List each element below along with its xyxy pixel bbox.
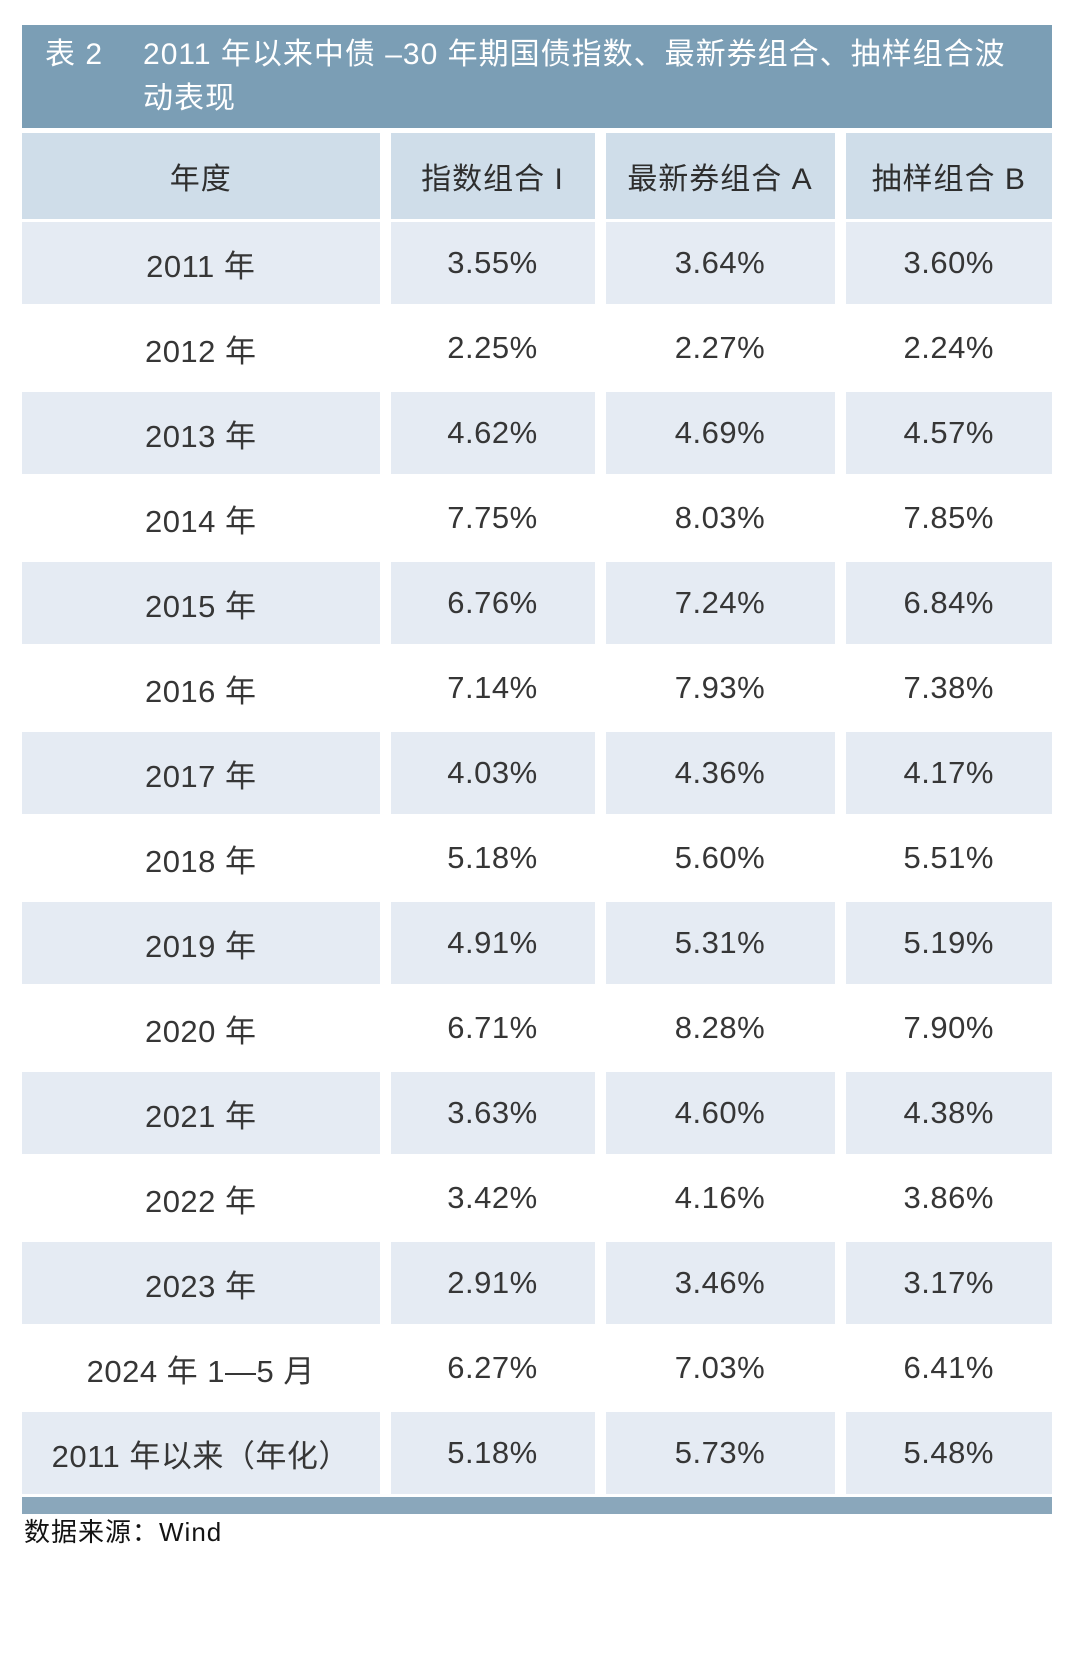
row-value: 8.03% bbox=[594, 474, 840, 561]
row-value: 7.03% bbox=[594, 1324, 840, 1411]
table-row: 2022 年 3.42% 4.16% 3.86% bbox=[22, 1154, 1052, 1241]
row-value: 3.46% bbox=[594, 1239, 840, 1326]
row-value: 7.24% bbox=[594, 559, 840, 646]
row-value: 3.55% bbox=[379, 219, 600, 306]
table-row: 2018 年 5.18% 5.60% 5.51% bbox=[22, 814, 1052, 901]
header-row: 年度 指数组合 I 最新券组合 A 抽样组合 B bbox=[22, 133, 1052, 221]
row-value: 2.24% bbox=[834, 304, 1052, 391]
table-header: 年度 指数组合 I 最新券组合 A 抽样组合 B bbox=[22, 133, 1052, 221]
row-value: 4.57% bbox=[834, 389, 1052, 476]
row-value: 4.62% bbox=[379, 389, 600, 476]
row-value: 7.90% bbox=[834, 984, 1052, 1071]
column-header-newest-bond-portfolio: 最新券组合 A bbox=[594, 133, 840, 221]
row-value: 5.31% bbox=[594, 899, 840, 986]
row-period: 2020 年 bbox=[22, 984, 385, 1071]
row-value: 6.84% bbox=[834, 559, 1052, 646]
column-header-index-portfolio: 指数组合 I bbox=[379, 133, 600, 221]
row-value: 6.71% bbox=[379, 984, 600, 1071]
row-value: 7.93% bbox=[594, 644, 840, 731]
row-period: 2021 年 bbox=[22, 1069, 385, 1156]
row-period: 2017 年 bbox=[22, 729, 385, 816]
table-bottom-bar bbox=[22, 1497, 1052, 1514]
row-period: 2019 年 bbox=[22, 899, 385, 986]
row-period: 2023 年 bbox=[22, 1239, 385, 1326]
row-value: 5.60% bbox=[594, 814, 840, 901]
row-value: 2.25% bbox=[379, 304, 600, 391]
row-value: 2.91% bbox=[379, 1239, 600, 1326]
row-value: 5.73% bbox=[594, 1409, 840, 1494]
row-period: 2022 年 bbox=[22, 1154, 385, 1241]
row-value: 4.36% bbox=[594, 729, 840, 816]
table-row: 2016 年 7.14% 7.93% 7.38% bbox=[22, 644, 1052, 731]
table-row: 2013 年 4.62% 4.69% 4.57% bbox=[22, 389, 1052, 476]
row-period: 2018 年 bbox=[22, 814, 385, 901]
row-value: 4.60% bbox=[594, 1069, 840, 1156]
row-value: 3.42% bbox=[379, 1154, 600, 1241]
table-figure: 表 2 2011 年以来中债 –30 年期国债指数、最新券组合、抽样组合波动表现… bbox=[22, 25, 1052, 1514]
row-period: 2011 年以来（年化） bbox=[22, 1409, 385, 1494]
row-value: 6.41% bbox=[834, 1324, 1052, 1411]
row-value: 4.38% bbox=[834, 1069, 1052, 1156]
data-source-value: Wind bbox=[159, 1517, 223, 1547]
table-row: 2011 年 3.55% 3.64% 3.60% bbox=[22, 219, 1052, 306]
column-header-sampled-portfolio: 抽样组合 B bbox=[834, 133, 1052, 221]
table-caption-label: 表 2 bbox=[45, 38, 104, 71]
row-value: 3.63% bbox=[379, 1069, 600, 1156]
row-period: 2013 年 bbox=[22, 389, 385, 476]
row-period: 2015 年 bbox=[22, 559, 385, 646]
table-caption-text: 2011 年以来中债 –30 年期国债指数、最新券组合、抽样组合波动表现 bbox=[143, 38, 1006, 115]
data-source-label: 数据来源： bbox=[24, 1517, 160, 1547]
table-row: 2015 年 6.76% 7.24% 6.84% bbox=[22, 559, 1052, 646]
row-period: 2016 年 bbox=[22, 644, 385, 731]
row-value: 3.60% bbox=[834, 219, 1052, 306]
table-body: 2011 年 3.55% 3.64% 3.60% 2012 年 2.25% 2.… bbox=[22, 219, 1052, 1494]
row-value: 4.16% bbox=[594, 1154, 840, 1241]
row-value: 4.91% bbox=[379, 899, 600, 986]
row-value: 7.85% bbox=[834, 474, 1052, 561]
row-period: 2024 年 1—5 月 bbox=[22, 1324, 385, 1411]
row-value: 4.03% bbox=[379, 729, 600, 816]
row-period: 2012 年 bbox=[22, 304, 385, 391]
row-value: 6.27% bbox=[379, 1324, 600, 1411]
data-table: 年度 指数组合 I 最新券组合 A 抽样组合 B 2011 年 3.55% 3.… bbox=[22, 133, 1052, 1494]
row-value: 5.48% bbox=[834, 1409, 1052, 1494]
table-row: 2023 年 2.91% 3.46% 3.17% bbox=[22, 1239, 1052, 1326]
table-row: 2021 年 3.63% 4.60% 4.38% bbox=[22, 1069, 1052, 1156]
row-value: 5.18% bbox=[379, 1409, 600, 1494]
data-source: 数据来源：Wind bbox=[24, 1512, 222, 1549]
row-value: 7.75% bbox=[379, 474, 600, 561]
row-value: 3.17% bbox=[834, 1239, 1052, 1326]
table-row: 2020 年 6.71% 8.28% 7.90% bbox=[22, 984, 1052, 1071]
row-value: 6.76% bbox=[379, 559, 600, 646]
table-row: 2012 年 2.25% 2.27% 2.24% bbox=[22, 304, 1052, 391]
table-row: 2024 年 1—5 月 6.27% 7.03% 6.41% bbox=[22, 1324, 1052, 1411]
row-value: 3.64% bbox=[594, 219, 840, 306]
table-caption: 表 2 2011 年以来中债 –30 年期国债指数、最新券组合、抽样组合波动表现 bbox=[22, 25, 1052, 128]
row-value: 5.51% bbox=[834, 814, 1052, 901]
row-period: 2011 年 bbox=[22, 219, 385, 306]
table-row: 2011 年以来（年化） 5.18% 5.73% 5.48% bbox=[22, 1409, 1052, 1494]
table-row: 2019 年 4.91% 5.31% 5.19% bbox=[22, 899, 1052, 986]
row-value: 3.86% bbox=[834, 1154, 1052, 1241]
row-value: 5.19% bbox=[834, 899, 1052, 986]
row-value: 7.14% bbox=[379, 644, 600, 731]
row-period: 2014 年 bbox=[22, 474, 385, 561]
row-value: 7.38% bbox=[834, 644, 1052, 731]
table-row: 2017 年 4.03% 4.36% 4.17% bbox=[22, 729, 1052, 816]
row-value: 4.17% bbox=[834, 729, 1052, 816]
row-value: 5.18% bbox=[379, 814, 600, 901]
row-value: 8.28% bbox=[594, 984, 840, 1071]
row-value: 2.27% bbox=[594, 304, 840, 391]
table-row: 2014 年 7.75% 8.03% 7.85% bbox=[22, 474, 1052, 561]
column-header-year: 年度 bbox=[22, 133, 385, 221]
row-value: 4.69% bbox=[594, 389, 840, 476]
